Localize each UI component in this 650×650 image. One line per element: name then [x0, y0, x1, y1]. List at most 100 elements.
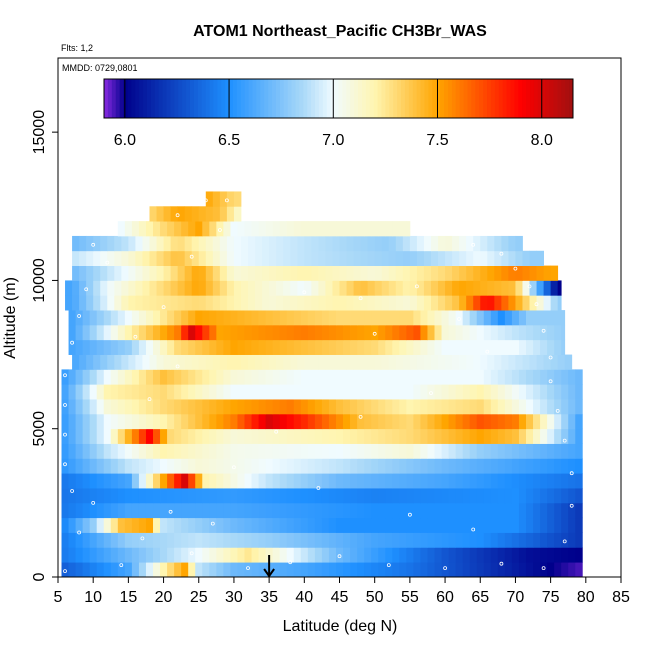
heatmap-cell — [357, 399, 365, 415]
heatmap-cell — [343, 384, 351, 400]
heatmap-cell — [244, 458, 252, 474]
sample-point — [140, 536, 145, 541]
heatmap-cell — [230, 547, 238, 563]
heatmap-cell — [167, 324, 175, 341]
heatmap-cell — [138, 562, 147, 578]
heatmap-cell — [554, 562, 562, 578]
colorbar-segment — [342, 79, 347, 118]
heatmap-cell — [177, 354, 186, 370]
sample-point — [288, 560, 293, 565]
heatmap-cell — [434, 488, 442, 504]
heatmap-cell — [473, 250, 481, 266]
colorbar-segment — [537, 79, 543, 118]
heatmap-cell — [145, 399, 154, 415]
colorbar-segment — [502, 79, 508, 118]
heatmap-cell — [149, 354, 157, 370]
heatmap-cell — [124, 310, 133, 326]
colorbar-segment — [514, 79, 519, 118]
heatmap-cell — [314, 517, 323, 533]
heatmap-cell — [138, 221, 147, 237]
heatmap-cell — [364, 413, 372, 430]
heatmap-cell — [416, 235, 425, 252]
heatmap-cell — [131, 221, 140, 237]
heatmap-cell — [335, 473, 344, 489]
heatmap-cell — [364, 502, 372, 519]
heatmap-cell — [216, 502, 224, 519]
colorbar-segment — [107, 79, 113, 118]
heatmap-cell — [441, 399, 449, 415]
heatmap-cell — [462, 547, 471, 563]
heatmap-cell — [230, 384, 238, 400]
heatmap-cell — [237, 310, 245, 326]
heatmap-cell — [529, 354, 537, 370]
heatmap-cell — [135, 280, 143, 296]
heatmap-cell — [480, 235, 488, 252]
heatmap-cell — [237, 324, 245, 341]
heatmap-cell — [300, 399, 309, 415]
heatmap-cell — [476, 399, 485, 415]
heatmap-cell — [423, 250, 432, 266]
heatmap-cell — [371, 428, 379, 444]
heatmap-cell — [223, 458, 231, 474]
colorbar-segment — [459, 79, 465, 118]
heatmap-cell — [153, 443, 161, 459]
heatmap-cell — [107, 235, 115, 252]
heatmap-cell — [117, 547, 126, 563]
heatmap-cell — [469, 517, 478, 533]
heatmap-cell — [216, 384, 224, 400]
heatmap-cell — [195, 562, 203, 578]
heatmap-cell — [575, 473, 583, 489]
heatmap-cell — [395, 265, 404, 281]
heatmap-cell — [568, 443, 576, 459]
heatmap-cell — [385, 384, 393, 400]
heatmap-cell — [483, 547, 492, 563]
heatmap-cell — [79, 280, 87, 296]
heatmap-cell — [568, 502, 576, 519]
heatmap-cell — [346, 250, 354, 266]
heatmap-cell — [110, 562, 119, 578]
heatmap-cell — [181, 443, 189, 459]
heatmap-cell — [195, 458, 203, 474]
heatmap-cell — [332, 354, 340, 370]
heatmap-cell — [427, 310, 435, 326]
colorbar-segment — [189, 79, 195, 118]
heatmap-cell — [230, 502, 238, 519]
heatmap-cell — [184, 354, 193, 370]
x-tick-label: 25 — [190, 589, 208, 606]
sample-point — [119, 563, 124, 567]
colorbar-segment — [557, 79, 562, 118]
heatmap-cell — [311, 265, 319, 281]
sample-point — [471, 527, 476, 532]
heatmap-cell — [533, 502, 541, 519]
heatmap-cell — [307, 443, 316, 459]
heatmap-cell — [371, 339, 379, 355]
heatmap-cell — [300, 473, 309, 489]
heatmap-cell — [68, 488, 76, 504]
heatmap-cell — [145, 547, 154, 563]
heatmap-cell — [328, 399, 337, 415]
heatmap-cell — [226, 354, 235, 370]
heatmap-cell — [75, 428, 84, 444]
heatmap-cell — [483, 562, 492, 578]
heatmap-cell — [163, 250, 171, 266]
heatmap-cell — [276, 354, 284, 370]
heatmap-cell — [325, 295, 333, 311]
heatmap-cell — [286, 384, 295, 400]
marker-head — [263, 568, 275, 578]
heatmap-cell — [575, 547, 583, 563]
heatmap-cell — [441, 339, 449, 355]
heatmap-cell — [86, 295, 94, 311]
heatmap-cell — [110, 458, 119, 474]
heatmap-cell — [452, 250, 460, 266]
heatmap-cell — [110, 310, 119, 326]
heatmap-cell — [202, 443, 210, 459]
heatmap-cell — [300, 532, 309, 548]
heatmap-cell — [75, 339, 84, 355]
heatmap-cell — [293, 369, 302, 385]
x-tick-label: 20 — [155, 589, 173, 606]
heatmap-cell — [279, 473, 288, 489]
sample-point — [189, 551, 194, 556]
heatmap-cell — [452, 354, 460, 370]
heatmap-cell — [110, 384, 119, 400]
heatmap-cell — [276, 250, 284, 266]
